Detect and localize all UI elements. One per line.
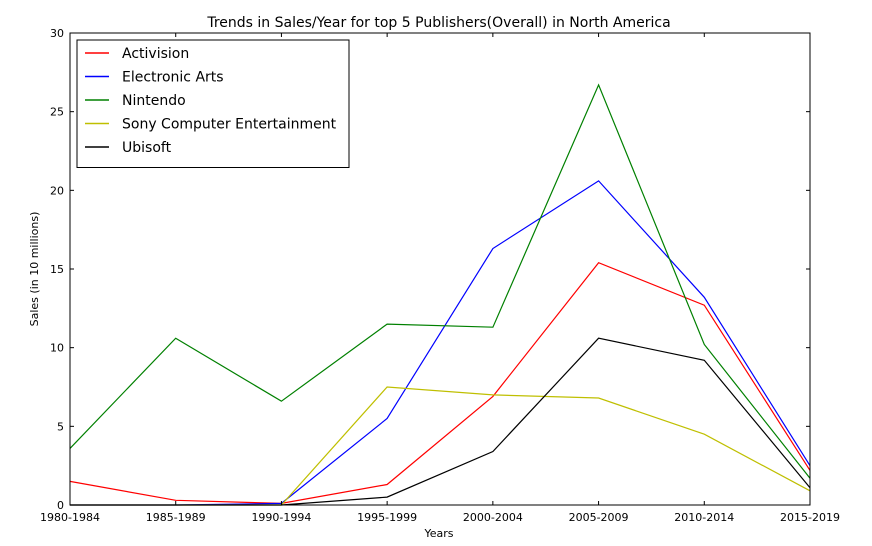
series-line-sony-computer-entertainment — [70, 386, 811, 506]
y-tick-label: 15 — [50, 263, 64, 276]
y-tick-label: 5 — [57, 420, 64, 433]
y-tick-label: 20 — [50, 184, 64, 197]
y-tick-label: 25 — [50, 106, 64, 119]
x-tick-label: 1985-1989 — [146, 511, 206, 524]
axis-ticks: 1980-1984 1985-1989 1990-1994 1995-1999 2000… — [40, 27, 840, 524]
legend-label: Electronic Arts — [122, 70, 224, 86]
y-axis-title: Sales (in 10 millions) — [28, 212, 41, 327]
legend-label: Activision — [122, 46, 189, 62]
x-axis-title: Years — [423, 527, 453, 540]
series-line-ubisoft — [70, 337, 811, 506]
x-tick-label: 2005-2009 — [569, 511, 629, 524]
legend: Activision Electronic Arts Nintendo Sony Co… — [76, 39, 350, 168]
x-tick-label: 1980-1984 — [40, 511, 100, 524]
legend-label: Sony Computer Entertainment — [122, 117, 337, 133]
y-tick-label: 0 — [57, 499, 64, 512]
legend-label: Nintendo — [122, 93, 186, 109]
y-tick-label: 30 — [50, 27, 64, 40]
series-line-electronic-arts — [70, 180, 811, 506]
x-tick-label: 2000-2004 — [463, 511, 523, 524]
chart-title: Trends in Sales/Year for top 5 Publisher… — [206, 15, 670, 31]
x-tick-label: 2010-2014 — [674, 511, 734, 524]
legend-label: Ubisoft — [122, 140, 172, 156]
x-tick-label: 1995-1999 — [357, 511, 417, 524]
x-tick-label: 2015-2019 — [780, 511, 840, 524]
legend-box — [76, 39, 350, 168]
y-tick-label: 10 — [50, 342, 64, 355]
series-line-nintendo — [69, 83, 811, 479]
series-line-activision — [69, 261, 811, 505]
x-tick-label: 1990-1994 — [251, 511, 311, 524]
